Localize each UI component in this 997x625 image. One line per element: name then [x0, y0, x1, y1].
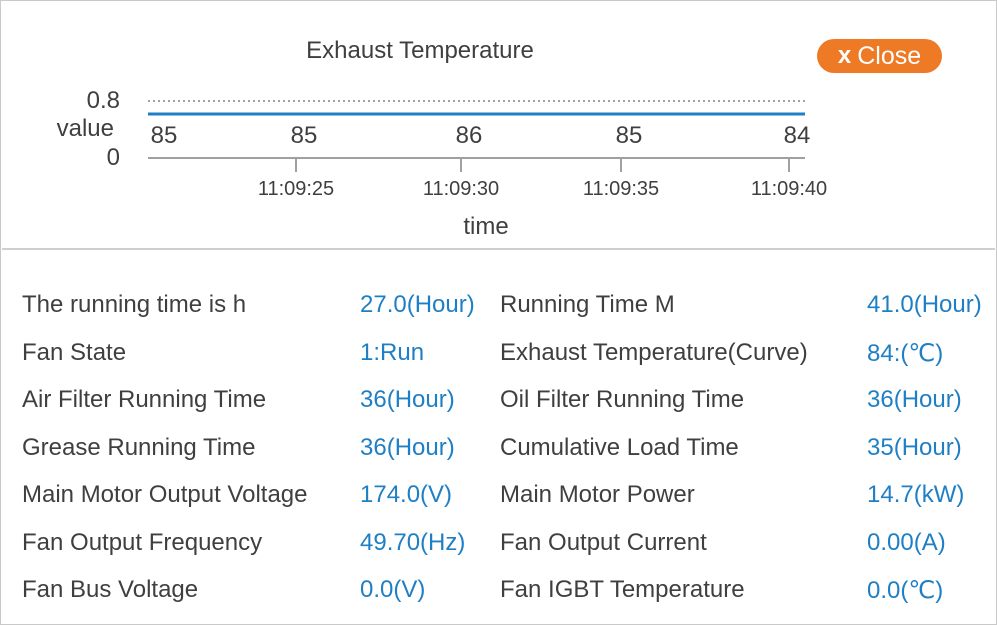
y-tick-top: 0.8 — [87, 87, 120, 114]
parameter-value: 0.0(℃) — [867, 577, 944, 604]
parameter-label: Oil Filter Running Time — [500, 386, 745, 413]
y-axis-label: value — [57, 115, 114, 142]
parameter-label: Fan Bus Voltage — [22, 576, 199, 603]
parameter-label: Fan Output Current — [500, 529, 707, 556]
parameter-label: Main Motor Output Voltage — [22, 481, 308, 508]
parameter-label: Main Motor Power — [500, 481, 695, 508]
parameter-label: Grease Running Time — [22, 434, 256, 461]
data-point-label: 86 — [456, 122, 483, 149]
parameter-value: 14.7(kW) — [867, 481, 965, 508]
parameter-label: Running Time M — [500, 291, 675, 318]
close-icon: x — [837, 42, 852, 69]
parameter-row: Fan Output Frequency 49.70(Hz) Fan Outpu… — [1, 529, 996, 569]
parameter-value: 35(Hour) — [867, 434, 962, 461]
parameter-value: 0.00(A) — [867, 529, 946, 556]
parameter-value: 27.0(Hour) — [360, 291, 475, 318]
parameter-label: Cumulative Load Time — [500, 434, 739, 461]
parameter-label: Exhaust Temperature(Curve) — [500, 339, 808, 366]
parameter-value: 36(Hour) — [867, 386, 962, 413]
parameter-row: Fan State 1:Run Exhaust Temperature(Curv… — [1, 339, 996, 379]
data-point-label: 85 — [616, 122, 643, 149]
parameter-label: Fan IGBT Temperature — [500, 576, 745, 603]
parameter-value: 36(Hour) — [360, 434, 455, 461]
parameter-label: Fan Output Frequency — [22, 529, 263, 556]
x-axis-label: time — [463, 213, 508, 240]
data-point-label: 85 — [291, 122, 318, 149]
data-point-label: 85 — [151, 122, 178, 149]
x-tick-label: 11:09:25 — [258, 178, 334, 200]
parameter-row: Grease Running Time 36(Hour) Cumulative … — [1, 434, 996, 474]
parameter-label: Fan State — [22, 339, 127, 366]
data-point-label: 84 — [784, 122, 811, 149]
parameter-value: 41.0(Hour) — [867, 291, 982, 318]
parameter-label: Air Filter Running Time — [22, 386, 267, 413]
close-button[interactable]: x Close — [817, 39, 942, 73]
close-label: Close — [857, 41, 922, 70]
chart-panel: x Close Exhaust Temperature 0.8 value 0 … — [2, 2, 995, 250]
parameter-row: Fan Bus Voltage 0.0(V) Fan IGBT Temperat… — [1, 576, 996, 616]
chart-title: Exhaust Temperature — [306, 37, 534, 64]
x-tick-label: 11:09:30 — [423, 178, 499, 200]
parameter-label: The running time is h — [22, 291, 247, 318]
series-layer: 85 85 86 85 84 11:09:25 11:09:30 11:09:35 11:09:… — [148, 112, 827, 200]
parameter-value: 174.0(V) — [360, 481, 453, 508]
parameter-value: 1:Run — [360, 339, 425, 366]
parameter-value: 0.0(V) — [360, 576, 426, 603]
parameter-row: The running time is h 27.0(Hour) Running… — [1, 291, 996, 331]
parameter-value: 49.70(Hz) — [360, 529, 466, 556]
parameter-value: 84:(℃) — [867, 340, 944, 367]
parameter-row: Air Filter Running Time 36(Hour) Oil Fil… — [1, 386, 996, 426]
y-tick-bottom: 0 — [107, 144, 120, 171]
x-tick-label: 11:09:35 — [583, 178, 659, 200]
parameter-row: Main Motor Output Voltage 174.0(V) Main … — [1, 481, 996, 521]
x-tick-label: 11:09:40 — [751, 178, 827, 200]
parameter-value: 36(Hour) — [360, 386, 455, 413]
exhaust-temperature-chart: Exhaust Temperature 0.8 value 0 85 85 86 85… — [57, 37, 828, 240]
